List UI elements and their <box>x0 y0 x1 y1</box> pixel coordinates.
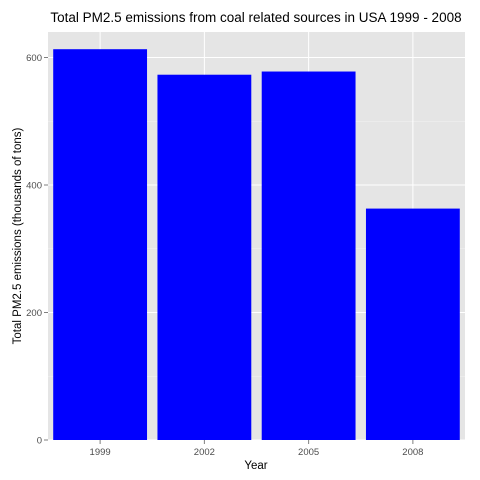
bar-2002 <box>157 74 252 441</box>
bar-1999 <box>53 49 148 441</box>
x-tick-label: 2008 <box>402 447 423 458</box>
x-tick-label: 1999 <box>90 447 111 458</box>
y-tick-label: 200 <box>26 308 42 319</box>
bars <box>53 49 460 441</box>
chart-title: Total PM2.5 emissions from coal related … <box>50 10 461 25</box>
x-tick-label: 2002 <box>194 447 215 458</box>
axis-ticks: 0 200 400 600 1999 2002 2005 2008 <box>26 53 423 458</box>
bar-2008 <box>365 208 460 440</box>
y-tick-label: 400 <box>26 181 42 192</box>
x-axis-label: Year <box>244 460 267 472</box>
y-tick-label: 0 <box>37 436 42 447</box>
y-tick-label: 600 <box>26 53 42 64</box>
x-tick-label: 2005 <box>298 447 319 458</box>
bar-2005 <box>261 71 356 441</box>
y-axis-label: Total PM2.5 emissions (thousands of tons… <box>12 127 24 344</box>
